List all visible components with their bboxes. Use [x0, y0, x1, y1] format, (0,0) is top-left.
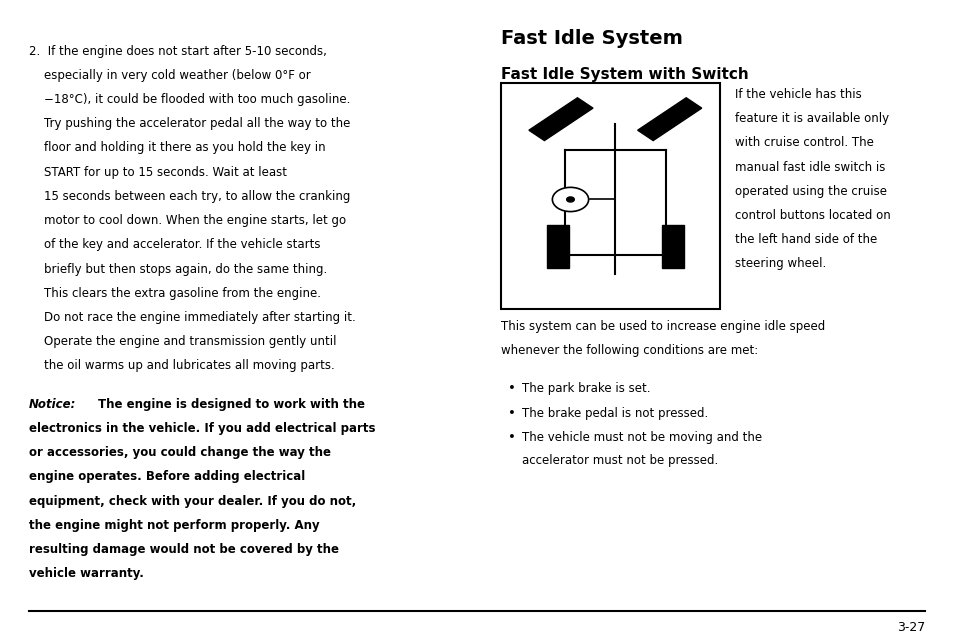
Text: of the key and accelerator. If the vehicle starts: of the key and accelerator. If the vehic…: [29, 239, 320, 251]
Text: 3-27: 3-27: [896, 621, 924, 634]
Text: manual fast idle switch is: manual fast idle switch is: [734, 161, 884, 174]
Text: with cruise control. The: with cruise control. The: [734, 137, 873, 149]
Text: Do not race the engine immediately after starting it.: Do not race the engine immediately after…: [29, 311, 355, 324]
Polygon shape: [528, 98, 593, 140]
Text: equipment, check with your dealer. If you do not,: equipment, check with your dealer. If yo…: [29, 494, 355, 508]
Text: If the vehicle has this: If the vehicle has this: [734, 88, 861, 101]
Text: vehicle warranty.: vehicle warranty.: [29, 567, 143, 580]
Text: Fast Idle System with Switch: Fast Idle System with Switch: [500, 67, 748, 82]
Text: 15 seconds between each try, to allow the cranking: 15 seconds between each try, to allow th…: [29, 190, 350, 203]
Text: START for up to 15 seconds. Wait at least: START for up to 15 seconds. Wait at leas…: [29, 166, 286, 179]
Text: 2.  If the engine does not start after 5-10 seconds,: 2. If the engine does not start after 5-…: [29, 45, 326, 57]
Text: briefly but then stops again, do the same thing.: briefly but then stops again, do the sam…: [29, 263, 327, 276]
Text: motor to cool down. When the engine starts, let go: motor to cool down. When the engine star…: [29, 214, 345, 227]
Text: −18°C), it could be flooded with too much gasoline.: −18°C), it could be flooded with too muc…: [29, 93, 350, 106]
Text: the left hand side of the: the left hand side of the: [734, 234, 876, 246]
Text: electronics in the vehicle. If you add electrical parts: electronics in the vehicle. If you add e…: [29, 422, 375, 435]
Polygon shape: [637, 98, 701, 140]
Text: or accessories, you could change the way the: or accessories, you could change the way…: [29, 446, 331, 459]
Text: especially in very cold weather (below 0°F or: especially in very cold weather (below 0…: [29, 69, 310, 82]
Text: The engine is designed to work with the: The engine is designed to work with the: [98, 397, 365, 411]
Text: resulting damage would not be covered by the: resulting damage would not be covered by…: [29, 543, 338, 556]
Text: floor and holding it there as you hold the key in: floor and holding it there as you hold t…: [29, 142, 325, 154]
Text: •: •: [507, 382, 515, 396]
Text: whenever the following conditions are met:: whenever the following conditions are me…: [500, 344, 758, 357]
Polygon shape: [546, 225, 568, 269]
Polygon shape: [661, 225, 682, 269]
Circle shape: [552, 188, 588, 212]
Text: Notice:: Notice:: [29, 397, 76, 411]
Text: Try pushing the accelerator pedal all the way to the: Try pushing the accelerator pedal all th…: [29, 117, 350, 130]
Text: operated using the cruise: operated using the cruise: [734, 185, 885, 198]
Text: feature it is available only: feature it is available only: [734, 112, 888, 125]
Text: •: •: [507, 406, 515, 420]
Text: The park brake is set.: The park brake is set.: [521, 382, 650, 396]
Text: accelerator must not be pressed.: accelerator must not be pressed.: [521, 454, 718, 468]
Text: Fast Idle System: Fast Idle System: [500, 29, 682, 48]
Circle shape: [566, 197, 574, 202]
Text: This system can be used to increase engine idle speed: This system can be used to increase engi…: [500, 320, 824, 333]
Text: the oil warms up and lubricates all moving parts.: the oil warms up and lubricates all movi…: [29, 359, 334, 373]
Text: The brake pedal is not pressed.: The brake pedal is not pressed.: [521, 406, 707, 420]
Text: engine operates. Before adding electrical: engine operates. Before adding electrica…: [29, 470, 305, 484]
Text: control buttons located on: control buttons located on: [734, 209, 889, 222]
Text: The vehicle must not be moving and the: The vehicle must not be moving and the: [521, 431, 761, 444]
Text: steering wheel.: steering wheel.: [734, 258, 825, 271]
Text: This clears the extra gasoline from the engine.: This clears the extra gasoline from the …: [29, 286, 320, 300]
Text: Operate the engine and transmission gently until: Operate the engine and transmission gent…: [29, 335, 335, 348]
Text: the engine might not perform properly. Any: the engine might not perform properly. A…: [29, 519, 319, 531]
Text: •: •: [507, 431, 515, 444]
Bar: [500, 83, 720, 309]
